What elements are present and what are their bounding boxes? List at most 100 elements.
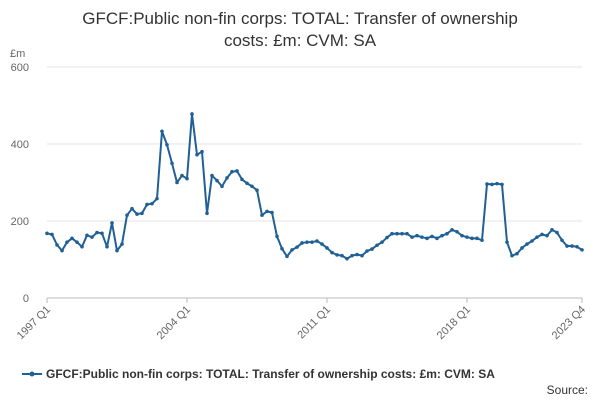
data-point[interactable] xyxy=(260,213,264,218)
data-point[interactable] xyxy=(185,176,189,181)
data-point[interactable] xyxy=(385,235,389,240)
data-point[interactable] xyxy=(200,149,204,154)
data-point[interactable] xyxy=(315,239,319,243)
data-point[interactable] xyxy=(295,245,299,249)
data-point[interactable] xyxy=(250,184,254,189)
data-point[interactable] xyxy=(510,253,514,258)
data-point[interactable] xyxy=(460,233,464,238)
data-point[interactable] xyxy=(340,253,344,258)
data-point[interactable] xyxy=(440,233,444,238)
data-point[interactable] xyxy=(110,221,114,225)
data-point[interactable] xyxy=(120,242,124,246)
data-point[interactable] xyxy=(580,248,584,252)
data-point[interactable] xyxy=(290,248,294,252)
data-point[interactable] xyxy=(555,230,559,235)
data-point[interactable] xyxy=(240,177,244,182)
data-point[interactable] xyxy=(95,230,99,235)
data-point[interactable] xyxy=(155,196,159,201)
data-point[interactable] xyxy=(130,206,134,211)
data-point[interactable] xyxy=(520,246,524,250)
data-point[interactable] xyxy=(425,236,429,241)
data-point[interactable] xyxy=(550,228,554,232)
data-point[interactable] xyxy=(435,236,439,241)
data-point[interactable] xyxy=(305,240,309,244)
data-point[interactable] xyxy=(70,236,74,241)
data-point[interactable] xyxy=(450,228,454,232)
data-point[interactable] xyxy=(180,173,184,178)
data-point[interactable] xyxy=(575,244,579,249)
data-point[interactable] xyxy=(300,241,304,245)
data-point[interactable] xyxy=(310,240,314,244)
data-point[interactable] xyxy=(565,244,569,248)
data-point[interactable] xyxy=(100,231,104,236)
data-point[interactable] xyxy=(195,152,199,157)
data-point[interactable] xyxy=(535,235,539,239)
data-point[interactable] xyxy=(80,244,84,249)
data-point[interactable] xyxy=(245,181,249,186)
data-point[interactable] xyxy=(115,248,119,253)
data-point[interactable] xyxy=(500,182,504,187)
data-point[interactable] xyxy=(170,161,174,166)
data-point[interactable] xyxy=(330,250,334,255)
data-point[interactable] xyxy=(175,180,179,185)
data-point[interactable] xyxy=(410,235,414,239)
data-point[interactable] xyxy=(85,233,89,238)
data-point[interactable] xyxy=(280,246,284,251)
data-point[interactable] xyxy=(215,178,219,183)
data-point[interactable] xyxy=(490,182,494,187)
data-point[interactable] xyxy=(210,173,214,178)
data-point[interactable] xyxy=(205,211,209,216)
data-point[interactable] xyxy=(380,240,384,244)
data-point[interactable] xyxy=(45,231,49,236)
data-point[interactable] xyxy=(480,238,484,243)
data-point[interactable] xyxy=(570,244,574,248)
data-point[interactable] xyxy=(270,210,274,215)
data-point[interactable] xyxy=(355,252,359,257)
data-point[interactable] xyxy=(350,253,354,258)
data-point[interactable] xyxy=(65,240,69,244)
data-point[interactable] xyxy=(325,246,329,250)
data-point[interactable] xyxy=(265,209,269,214)
data-point[interactable] xyxy=(105,244,109,249)
data-point[interactable] xyxy=(525,242,529,246)
data-point[interactable] xyxy=(470,236,474,241)
data-point[interactable] xyxy=(485,182,489,186)
data-point[interactable] xyxy=(335,253,339,257)
data-point[interactable] xyxy=(230,169,234,174)
data-point[interactable] xyxy=(50,232,54,237)
data-point[interactable] xyxy=(475,236,479,241)
data-point[interactable] xyxy=(125,213,129,218)
data-point[interactable] xyxy=(140,211,144,216)
data-point[interactable] xyxy=(370,247,374,251)
data-point[interactable] xyxy=(160,129,164,134)
source-label[interactable]: Source: xyxy=(547,383,588,397)
data-point[interactable] xyxy=(415,233,419,238)
data-point[interactable] xyxy=(255,188,259,192)
data-point[interactable] xyxy=(90,235,94,239)
data-point[interactable] xyxy=(455,229,459,234)
data-point[interactable] xyxy=(225,176,229,180)
data-point[interactable] xyxy=(465,235,469,239)
data-point[interactable] xyxy=(165,142,169,147)
data-point[interactable] xyxy=(275,234,279,239)
data-point[interactable] xyxy=(320,242,324,246)
data-point[interactable] xyxy=(390,231,394,236)
data-point[interactable] xyxy=(75,240,79,244)
data-point[interactable] xyxy=(55,243,59,247)
data-point[interactable] xyxy=(235,169,239,173)
data-point[interactable] xyxy=(515,251,519,256)
data-point[interactable] xyxy=(505,240,509,244)
data-point[interactable] xyxy=(395,231,399,236)
data-point[interactable] xyxy=(360,253,364,258)
data-point[interactable] xyxy=(135,212,139,216)
data-point[interactable] xyxy=(365,249,369,253)
data-point[interactable] xyxy=(145,202,149,207)
data-point[interactable] xyxy=(420,235,424,239)
data-point[interactable] xyxy=(400,231,404,236)
data-point[interactable] xyxy=(285,254,289,259)
data-point[interactable] xyxy=(150,201,154,206)
data-point[interactable] xyxy=(495,181,499,186)
legend[interactable]: GFCF:Public non-fin corps: TOTAL: Transf… xyxy=(22,367,495,381)
data-point[interactable] xyxy=(560,238,564,243)
data-point[interactable] xyxy=(220,184,224,189)
